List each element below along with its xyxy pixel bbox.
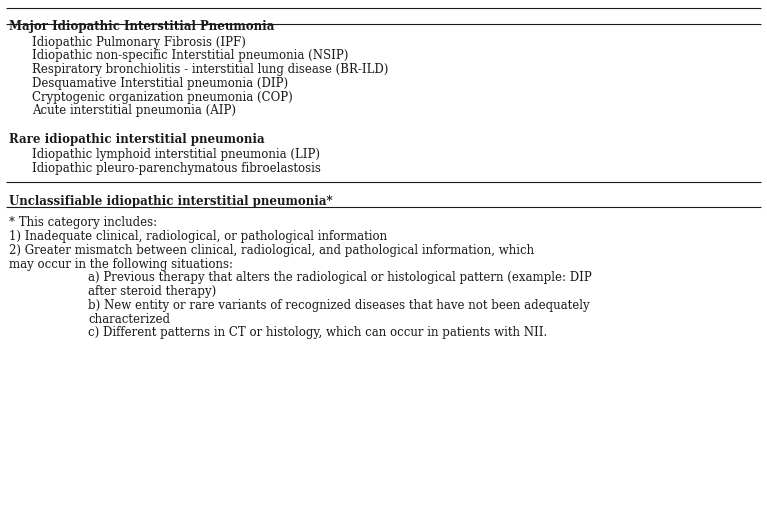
Text: Cryptogenic organization pneumonia (COP): Cryptogenic organization pneumonia (COP): [32, 91, 293, 104]
Text: b) New entity or rare variants of recognized diseases that have not been adequat: b) New entity or rare variants of recogn…: [88, 299, 590, 312]
Text: Idiopathic pleuro-parenchymatous fibroelastosis: Idiopathic pleuro-parenchymatous fibroel…: [32, 162, 321, 175]
Text: Idiopathic non-specific Interstitial pneumonia (NSIP): Idiopathic non-specific Interstitial pne…: [32, 49, 348, 63]
Text: Idiopathic lymphoid interstitial pneumonia (LIP): Idiopathic lymphoid interstitial pneumon…: [32, 148, 320, 162]
Text: Rare idiopathic interstitial pneumonia: Rare idiopathic interstitial pneumonia: [9, 133, 265, 146]
Text: c) Different patterns in CT or histology, which can occur in patients with NII.: c) Different patterns in CT or histology…: [88, 326, 548, 340]
Text: Desquamative Interstitial pneumonia (DIP): Desquamative Interstitial pneumonia (DIP…: [32, 77, 288, 90]
Text: Acute interstitial pneumonia (AIP): Acute interstitial pneumonia (AIP): [32, 104, 236, 118]
Text: 2) Greater mismatch between clinical, radiological, and pathological information: 2) Greater mismatch between clinical, ra…: [9, 244, 535, 257]
Text: a) Previous therapy that alters the radiological or histological pattern (exampl: a) Previous therapy that alters the radi…: [88, 271, 592, 285]
Text: after steroid therapy): after steroid therapy): [88, 285, 216, 298]
Text: Unclassifiable idiopathic interstitial pneumonia*: Unclassifiable idiopathic interstitial p…: [9, 195, 333, 208]
Text: 1) Inadequate clinical, radiological, or pathological information: 1) Inadequate clinical, radiological, or…: [9, 230, 387, 243]
Text: Major Idiopathic Interstitial Pneumonia: Major Idiopathic Interstitial Pneumonia: [9, 20, 275, 33]
Text: Idiopathic Pulmonary Fibrosis (IPF): Idiopathic Pulmonary Fibrosis (IPF): [32, 36, 246, 49]
Text: Respiratory bronchiolitis - interstitial lung disease (BR-ILD): Respiratory bronchiolitis - interstitial…: [32, 63, 389, 76]
Text: characterized: characterized: [88, 313, 170, 326]
Text: may occur in the following situations:: may occur in the following situations:: [9, 258, 233, 271]
Text: * This category includes:: * This category includes:: [9, 216, 157, 229]
